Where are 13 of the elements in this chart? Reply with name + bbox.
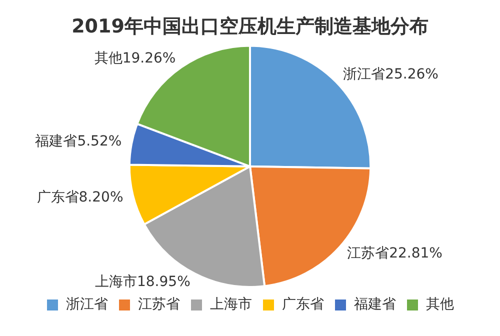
legend-label: 广东省 (282, 296, 324, 313)
legend-label: 其他 (426, 296, 454, 313)
category-label: 江苏省22.81% (347, 245, 442, 262)
legend-label: 上海市 (210, 296, 252, 313)
legend-label: 江苏省 (138, 296, 180, 313)
category-label: 其他19.26% (94, 50, 176, 67)
legend-label: 浙江省 (66, 296, 108, 313)
chart-title: 2019年中国出口空压机生产制造基地分布 (72, 15, 428, 38)
category-label: 福建省5.52% (35, 134, 122, 150)
category-label: 广东省8.20% (36, 190, 124, 206)
category-label: 浙江省25.26% (343, 66, 438, 82)
category-label: 上海市18.95% (94, 274, 190, 290)
legend-label: 福建省 (354, 296, 396, 313)
